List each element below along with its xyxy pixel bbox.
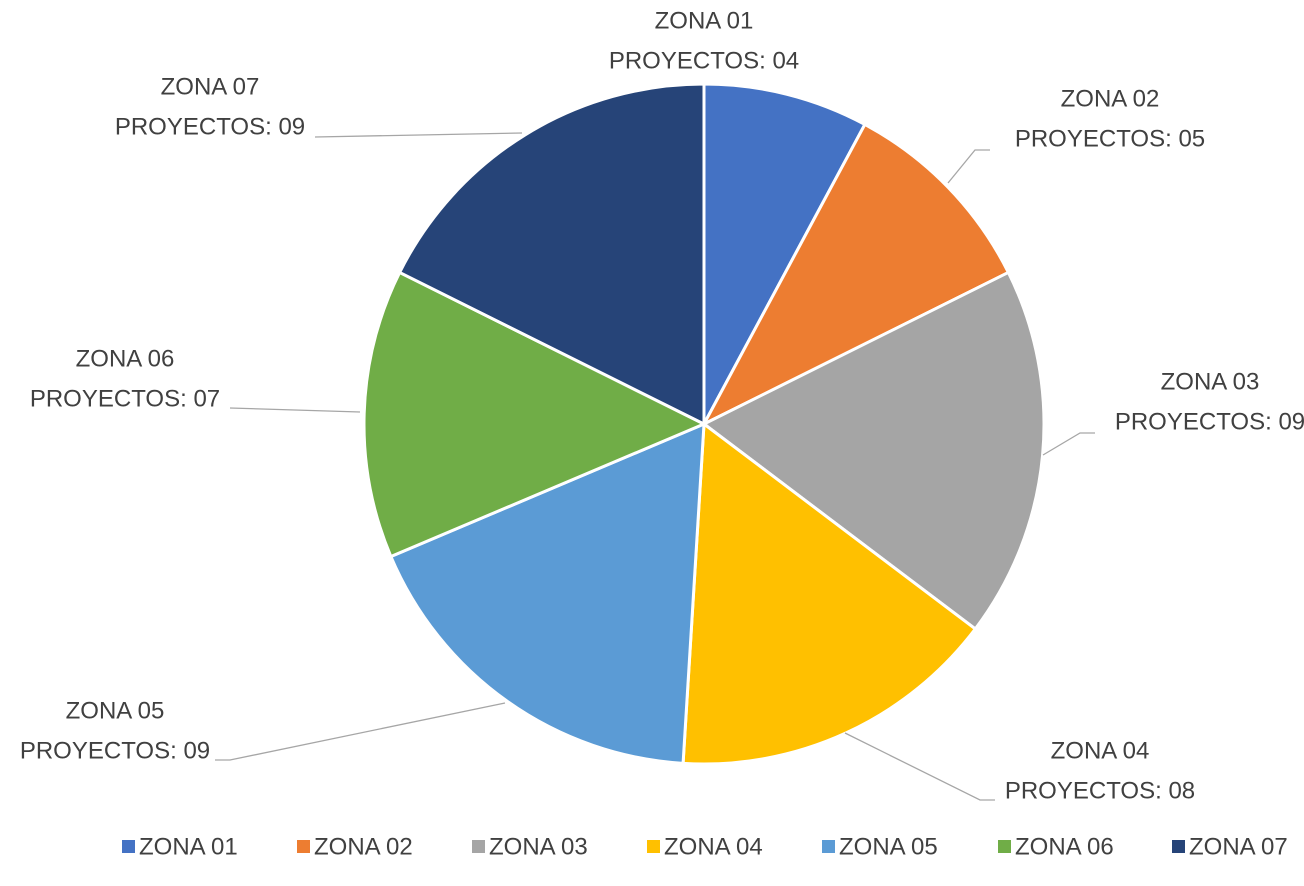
legend-label: ZONA 04	[664, 833, 763, 860]
pie-slice	[362, 270, 708, 559]
leader-line	[1042, 432, 1095, 456]
legend-swatch	[647, 840, 660, 853]
data-label-category: ZONA 06	[76, 345, 175, 372]
legend-label: ZONA 05	[839, 833, 938, 860]
pie-slice	[701, 270, 1046, 631]
legend-swatch	[998, 840, 1011, 853]
legend-swatch	[472, 840, 485, 853]
legend-swatch	[822, 840, 835, 853]
data-label-category: ZONA 03	[1161, 368, 1260, 395]
leader-line	[229, 407, 361, 413]
data-label-value: PROYECTOS: 09	[20, 737, 210, 764]
data-label-value: PROYECTOS: 04	[609, 47, 799, 74]
pie-slice	[702, 82, 867, 425]
data-label-value: PROYECTOS: 05	[1015, 125, 1205, 152]
data-label-category: ZONA 05	[66, 697, 165, 724]
data-label-category: ZONA 02	[1061, 85, 1160, 112]
data-label-category: ZONA 07	[161, 73, 260, 100]
legend-label: ZONA 02	[314, 833, 413, 860]
pie-slice	[388, 421, 706, 765]
legend-label: ZONA 03	[489, 833, 588, 860]
data-label-value: PROYECTOS: 09	[115, 113, 305, 140]
leader-line	[844, 732, 995, 801]
leader-line	[314, 132, 523, 138]
legend-label: ZONA 06	[1015, 833, 1114, 860]
pie-slice	[700, 122, 1011, 428]
leader-line	[947, 149, 990, 184]
legend-swatch	[122, 840, 135, 853]
data-label-value: PROYECTOS: 08	[1005, 777, 1195, 804]
data-label-category: ZONA 01	[655, 7, 754, 34]
legend-label: ZONA 07	[1189, 833, 1288, 860]
legend-swatch	[1172, 840, 1185, 853]
legend-swatch	[297, 840, 310, 853]
pie-slice	[397, 82, 706, 427]
leader-line	[215, 702, 506, 761]
data-label-category: ZONA 04	[1051, 737, 1150, 764]
data-label-value: PROYECTOS: 07	[30, 385, 220, 412]
legend-label: ZONA 01	[139, 833, 238, 860]
data-label-value: PROYECTOS: 09	[1115, 408, 1304, 435]
